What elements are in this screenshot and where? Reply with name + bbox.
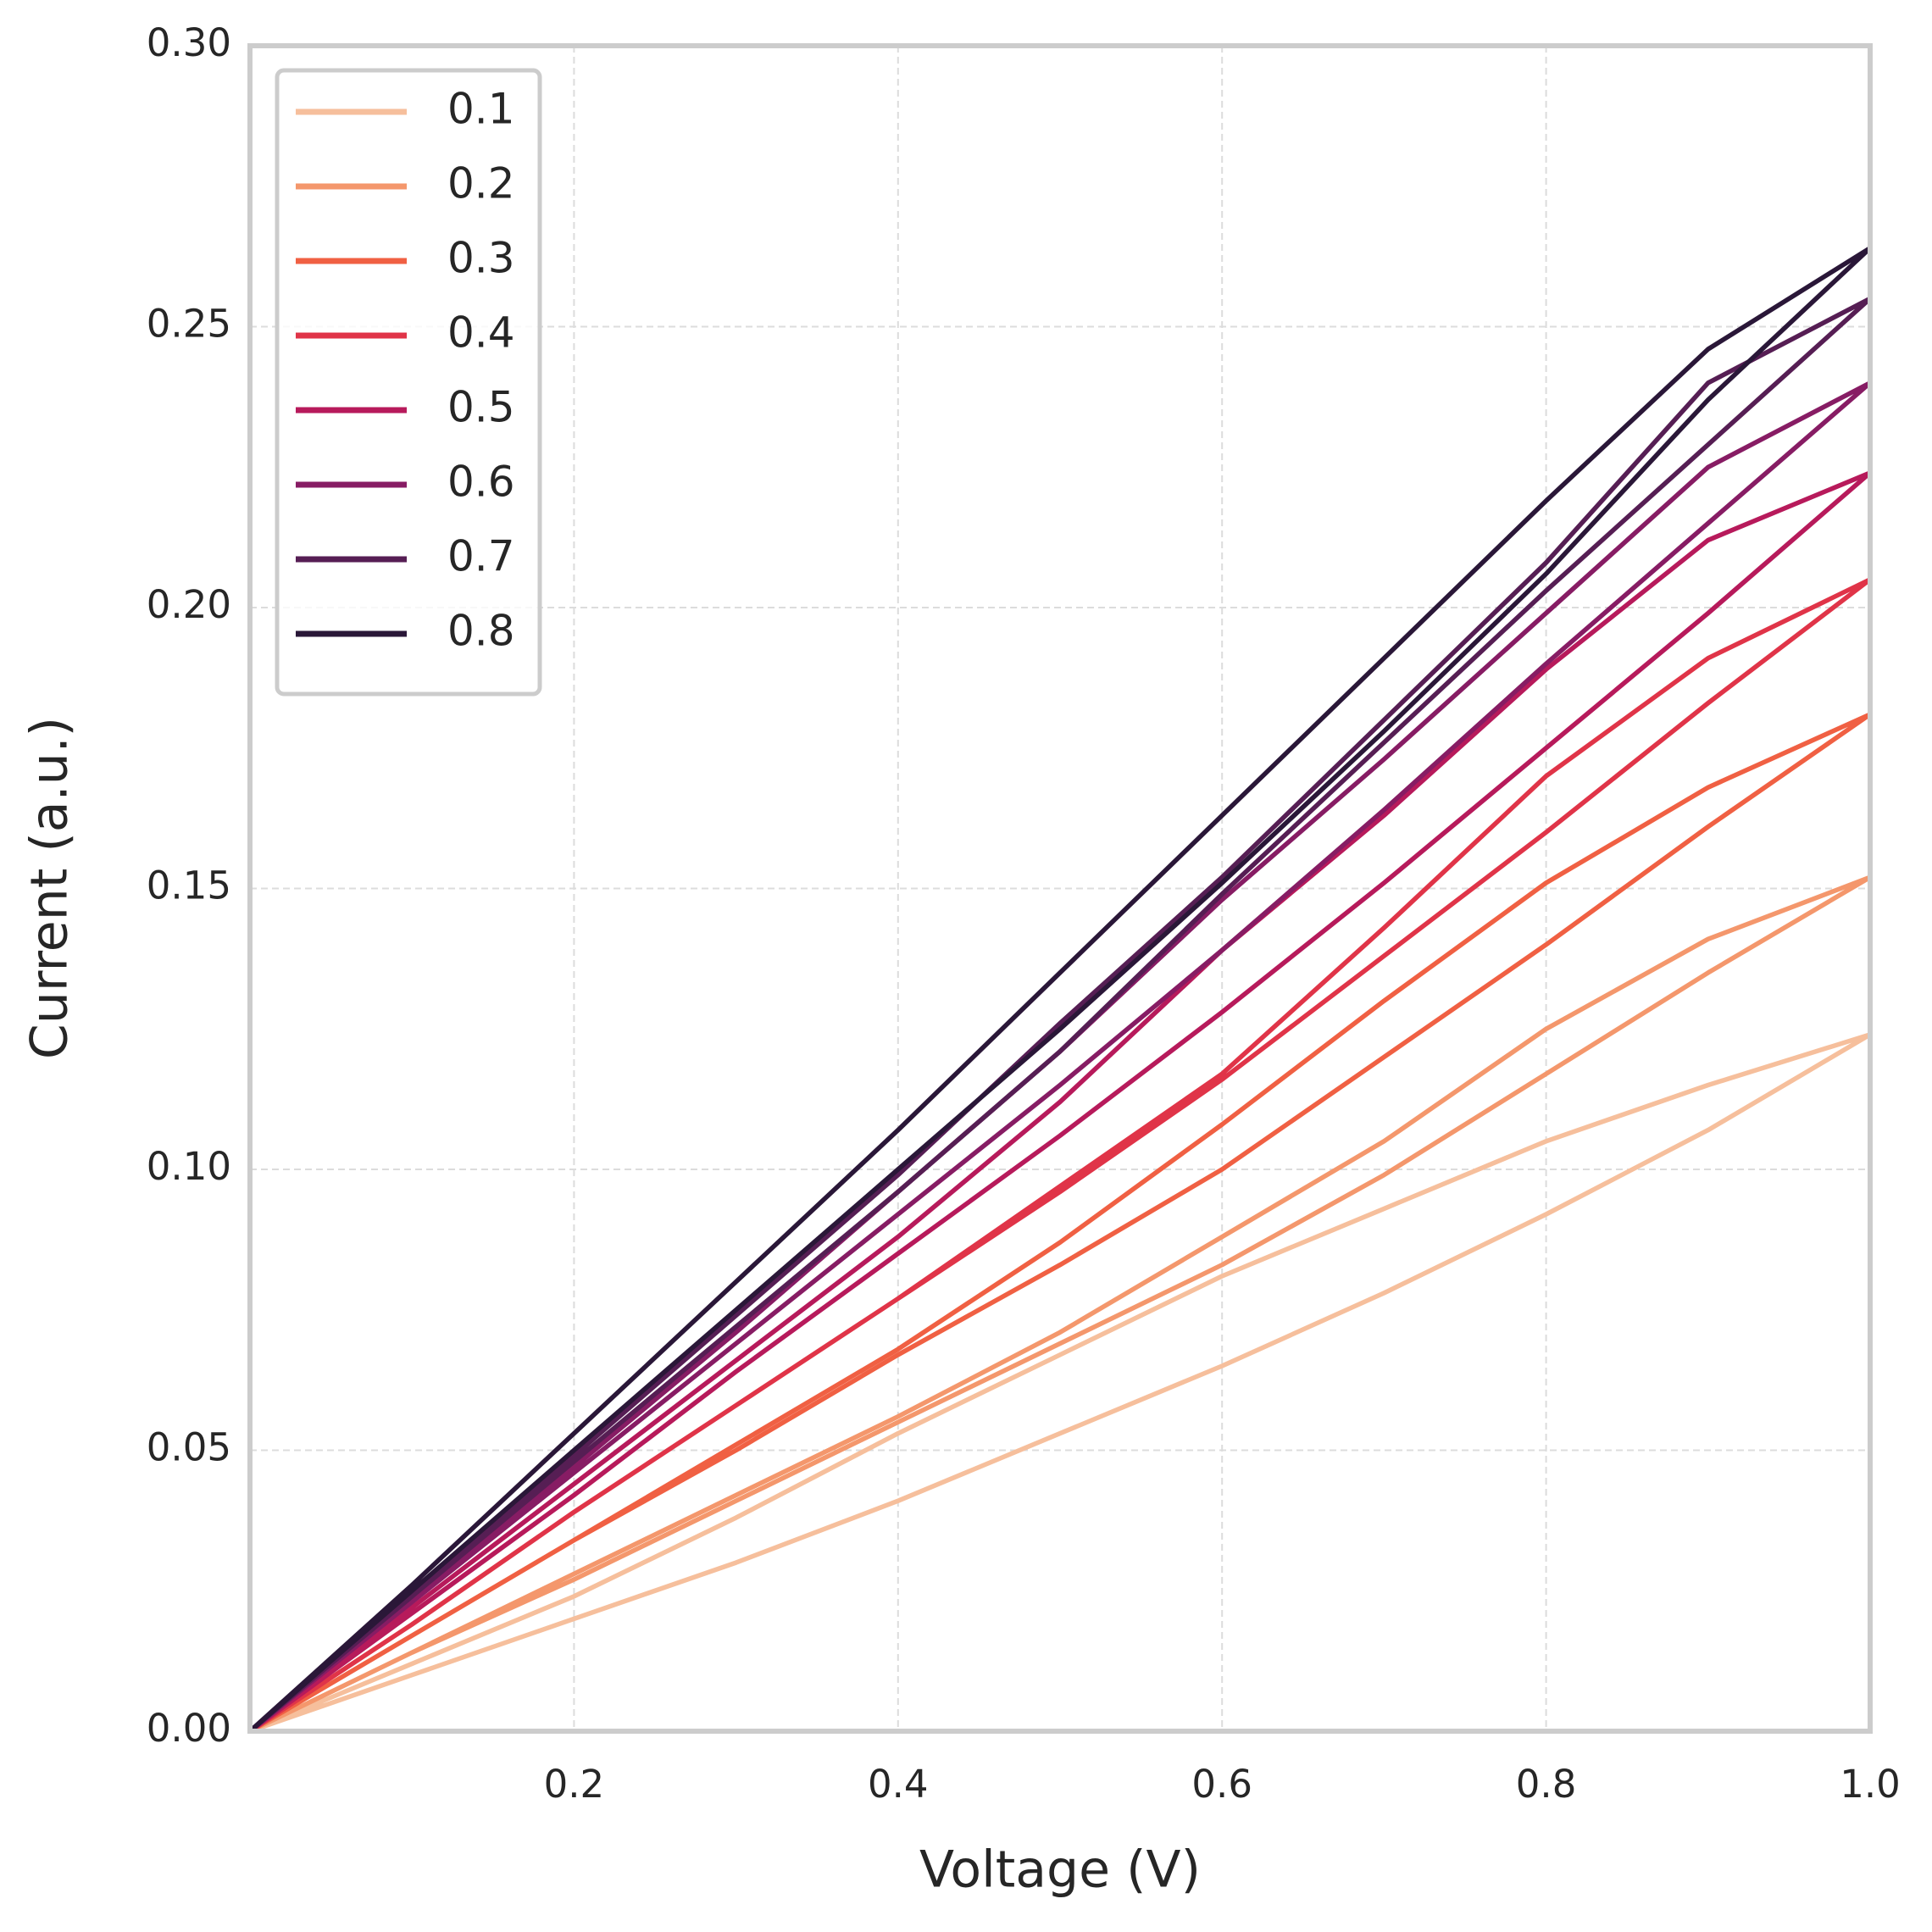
x-tick-label: 0.8 <box>1516 1762 1577 1807</box>
x-tick-label: 0.6 <box>1191 1762 1252 1807</box>
series-line <box>248 1032 1873 1734</box>
legend-label: 0.2 <box>447 159 515 208</box>
x-tick-label: 0.2 <box>544 1762 605 1807</box>
legend-label: 0.5 <box>447 383 515 432</box>
y-tick-label: 0.10 <box>147 1144 231 1189</box>
plot-frame <box>247 43 1873 1734</box>
y-axis-label: Current (a.u.) <box>20 717 80 1059</box>
y-tick-label: 0.00 <box>147 1706 231 1751</box>
legend-label: 0.4 <box>447 308 515 358</box>
series-line <box>248 874 1873 1734</box>
legend-label: 0.8 <box>447 607 515 656</box>
x-axis-label: Voltage (V) <box>919 1840 1201 1900</box>
legend-label: 0.6 <box>447 458 515 507</box>
x-tick-label: 0.4 <box>868 1762 929 1807</box>
legend-label: 0.1 <box>447 85 515 134</box>
y-tick-label: 0.05 <box>147 1425 231 1470</box>
legend: 0.1 0.2 0.3 0.4 0.5 0.6 0.7 0.8 <box>275 68 542 697</box>
y-tick-label: 0.30 <box>147 20 231 65</box>
series-line <box>248 712 1873 1734</box>
y-tick-label: 0.20 <box>147 582 231 627</box>
legend-label: 0.7 <box>447 532 515 581</box>
y-tick-label: 0.15 <box>147 863 231 908</box>
x-tick-label: 1.0 <box>1840 1762 1901 1807</box>
legend-label: 0.3 <box>447 234 515 283</box>
legend-box <box>275 68 542 697</box>
y-tick-label: 0.25 <box>147 302 231 347</box>
series-line <box>248 577 1873 1734</box>
